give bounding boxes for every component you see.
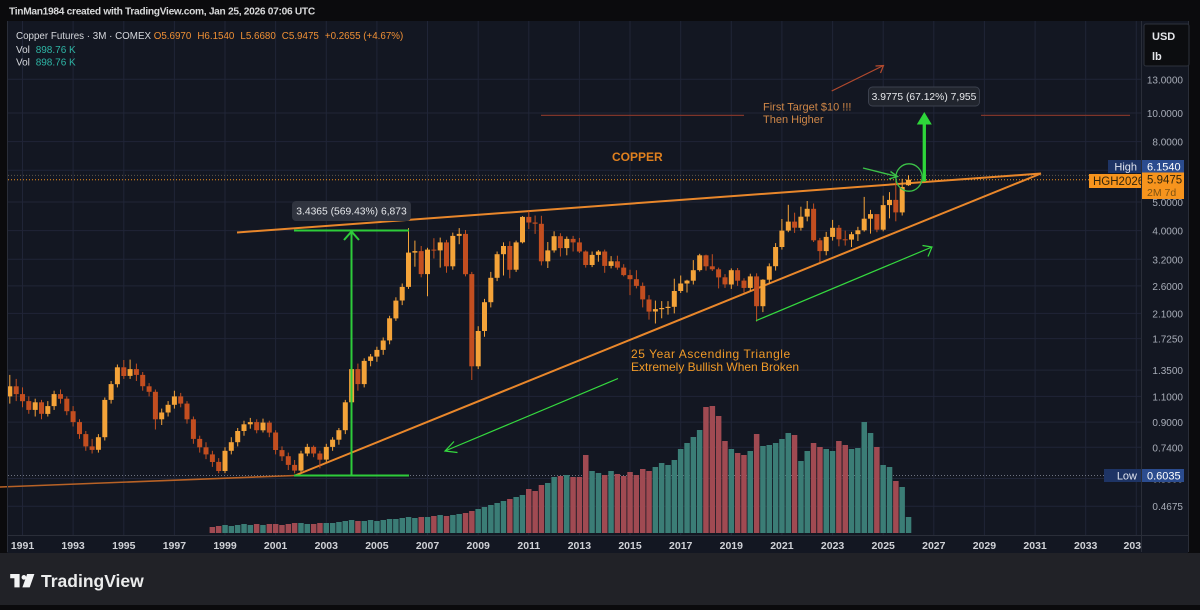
svg-text:Low: Low — [1117, 471, 1137, 483]
svg-text:0.4675: 0.4675 — [1152, 502, 1183, 513]
svg-text:Vol 898.76 K: Vol 898.76 K — [16, 45, 76, 56]
svg-text:2015: 2015 — [618, 540, 642, 552]
svg-text:COPPER: COPPER — [612, 150, 663, 164]
svg-text:0.6035: 0.6035 — [1147, 471, 1181, 483]
svg-text:2029: 2029 — [973, 540, 997, 552]
svg-text:4.0000: 4.0000 — [1152, 227, 1183, 238]
svg-text:1.1000: 1.1000 — [1152, 392, 1183, 403]
svg-text:Copper Futures · 3M · COMEX O5: Copper Futures · 3M · COMEX O5.6970 H6.15… — [16, 31, 403, 42]
svg-text:1995: 1995 — [112, 540, 136, 552]
svg-text:203: 203 — [1124, 540, 1142, 552]
svg-text:First Target $10 !!!: First Target $10 !!! — [763, 102, 851, 114]
svg-text:Extremely Bullish When Broken: Extremely Bullish When Broken — [631, 360, 799, 374]
svg-text:TinMan1984 created with Tradin: TinMan1984 created with TradingView.com,… — [9, 7, 316, 18]
svg-text:8.0000: 8.0000 — [1152, 138, 1183, 149]
svg-text:HGH2026: HGH2026 — [1093, 176, 1144, 188]
svg-text:2025: 2025 — [872, 540, 896, 552]
svg-text:2.6000: 2.6000 — [1152, 282, 1183, 293]
svg-text:2017: 2017 — [669, 540, 693, 552]
svg-text:2027: 2027 — [922, 540, 946, 552]
svg-text:2007: 2007 — [416, 540, 440, 552]
svg-text:2013: 2013 — [568, 540, 592, 552]
svg-text:2001: 2001 — [264, 540, 288, 552]
svg-text:2019: 2019 — [720, 540, 744, 552]
svg-text:Then Higher: Then Higher — [763, 114, 824, 126]
svg-text:2021: 2021 — [770, 540, 794, 552]
svg-text:3.4365 (569.43%) 6,873: 3.4365 (569.43%) 6,873 — [296, 207, 407, 218]
svg-text:2.1000: 2.1000 — [1152, 309, 1183, 320]
svg-text:25 Year Ascending Triangle: 25 Year Ascending Triangle — [631, 347, 791, 361]
svg-text:USD: USD — [1152, 31, 1175, 43]
svg-text:2M 7d: 2M 7d — [1147, 187, 1176, 199]
svg-text:1993: 1993 — [61, 540, 85, 552]
svg-text:0.9000: 0.9000 — [1152, 418, 1183, 429]
svg-text:5.9475: 5.9475 — [1147, 175, 1182, 187]
svg-text:10.0000: 10.0000 — [1147, 109, 1184, 120]
svg-text:TradingView: TradingView — [41, 571, 144, 591]
svg-text:1.7250: 1.7250 — [1152, 335, 1183, 346]
svg-text:0.7400: 0.7400 — [1152, 443, 1183, 454]
svg-text:1997: 1997 — [163, 540, 187, 552]
svg-text:2031: 2031 — [1023, 540, 1047, 552]
svg-text:2023: 2023 — [821, 540, 845, 552]
svg-text:1991: 1991 — [11, 540, 35, 552]
svg-text:2009: 2009 — [467, 540, 491, 552]
svg-text:3.9775 (67.12%) 7,955: 3.9775 (67.12%) 7,955 — [872, 92, 977, 103]
svg-text:13.0000: 13.0000 — [1147, 75, 1184, 86]
svg-text:2011: 2011 — [517, 540, 540, 552]
svg-text:5.0000: 5.0000 — [1152, 198, 1183, 209]
svg-text:2005: 2005 — [365, 540, 389, 552]
svg-text:2003: 2003 — [315, 540, 339, 552]
svg-text:6.1540: 6.1540 — [1147, 162, 1181, 174]
svg-text:2033: 2033 — [1074, 540, 1098, 552]
svg-text:Vol 898.76 K: Vol 898.76 K — [16, 58, 76, 69]
svg-text:lb: lb — [1152, 51, 1162, 63]
svg-text:High: High — [1114, 162, 1137, 174]
svg-text:1999: 1999 — [213, 540, 237, 552]
svg-text:1.3500: 1.3500 — [1152, 366, 1183, 377]
svg-text:3.2000: 3.2000 — [1152, 255, 1183, 266]
